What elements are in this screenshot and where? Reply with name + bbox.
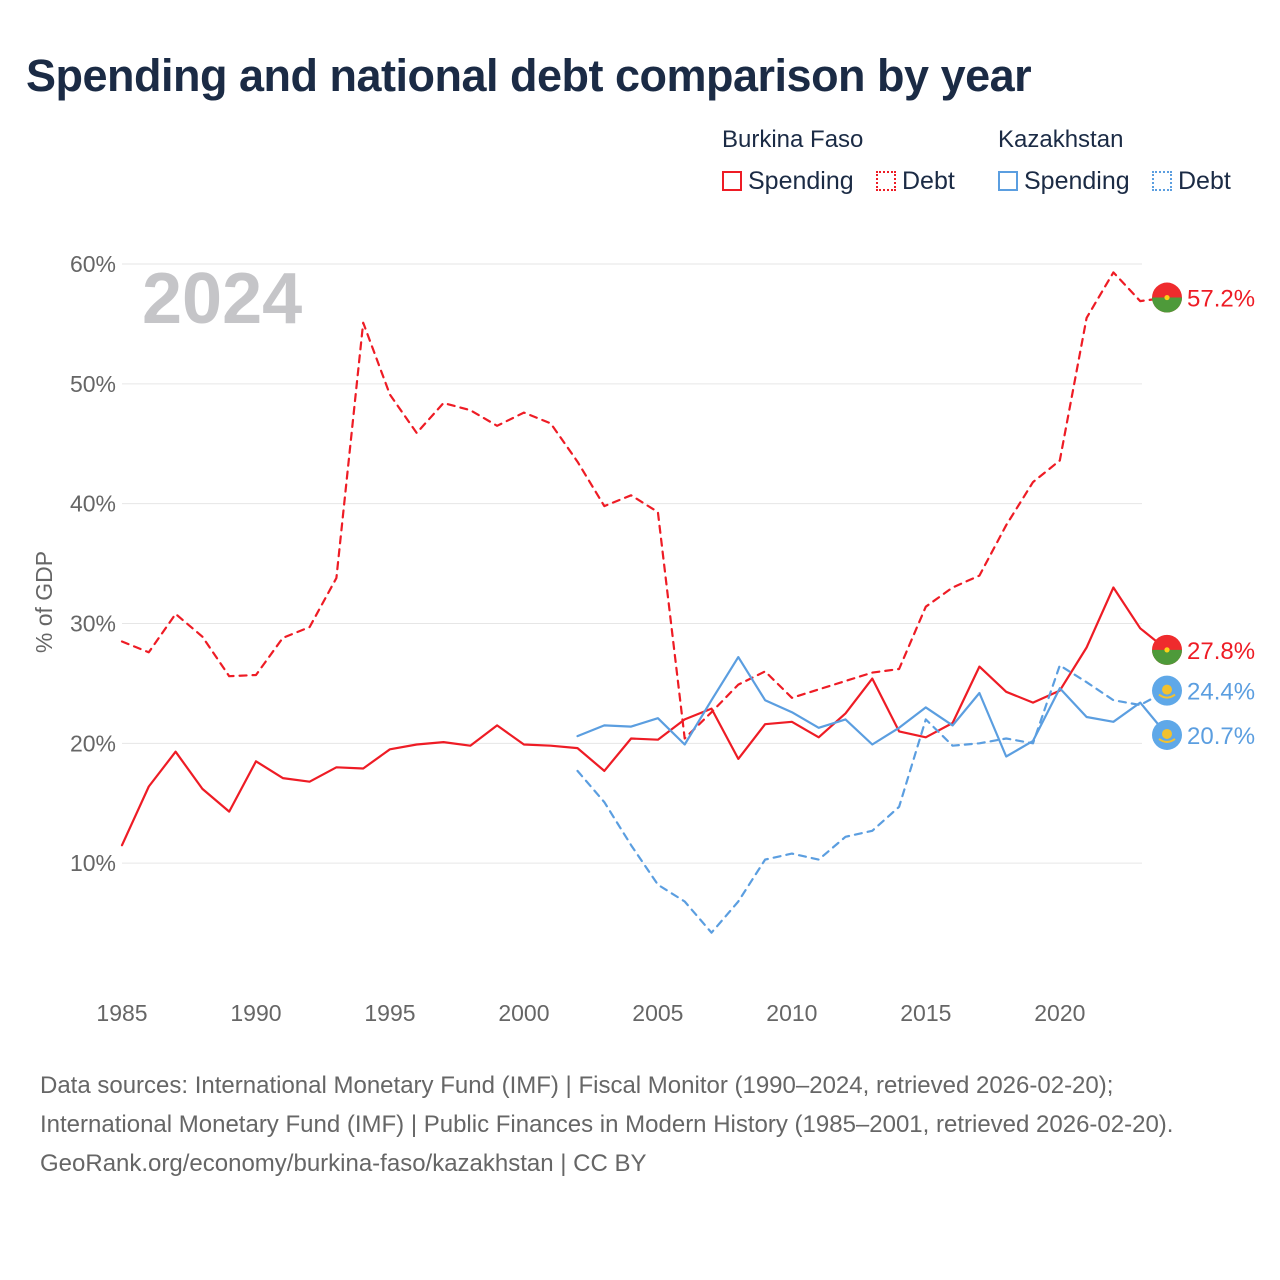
legend-group-burkina-faso: Burkina Faso: [722, 126, 864, 153]
series-line-burkina-faso-debt[interactable]: [120, 271, 1169, 740]
x-tick-label: 2000: [498, 1000, 549, 1026]
end-value-label: 20.7%: [1187, 723, 1255, 750]
source-link[interactable]: GeoRank.org/economy/burkina-faso/kazakhs…: [40, 1150, 647, 1177]
x-tick-label: 2015: [900, 1000, 951, 1026]
flag-icon: [1152, 282, 1182, 313]
x-tick-label: 1985: [96, 1000, 147, 1026]
flag-icon: [1152, 675, 1182, 706]
y-tick-label: 50%: [70, 371, 116, 397]
y-axis-label: % of GDP: [31, 551, 57, 653]
legend-group-kazakhstan: Kazakhstan: [998, 126, 1124, 153]
flag-icon: [1152, 719, 1182, 750]
end-value-label: 57.2%: [1187, 286, 1255, 313]
series-line-kazakhstan-debt[interactable]: [576, 664, 1169, 934]
legend-item-kazakhstan-debt[interactable]: Debt: [1152, 166, 1231, 196]
year-watermark: 2024: [142, 259, 302, 339]
data-source-note: Data sources: International Monetary Fun…: [40, 1066, 1240, 1183]
chart-title: Spending and national debt comparison by…: [26, 50, 1032, 101]
y-tick-label: 40%: [70, 491, 116, 517]
legend-label: Debt: [1178, 166, 1231, 195]
legend-label: Spending: [748, 166, 854, 195]
x-axis-ticks: 1985 1990 1995 2000 2005 2010 2015 2020: [96, 1000, 1085, 1026]
dotted-line-swatch-icon: [1152, 171, 1172, 191]
end-value-label: 27.8%: [1187, 638, 1255, 665]
x-tick-label: 2020: [1034, 1000, 1085, 1026]
dotted-line-swatch-icon: [876, 171, 896, 191]
y-tick-label: 10%: [70, 850, 116, 876]
y-tick-label: 20%: [70, 730, 116, 756]
y-axis-ticks: 10% 20% 30% 40% 50% 60%: [70, 251, 116, 876]
legend-item-burkina-spending[interactable]: Spending: [722, 166, 854, 196]
x-tick-label: 2010: [766, 1000, 817, 1026]
flag-icon: [1152, 634, 1182, 665]
legend-label: Debt: [902, 166, 955, 195]
legend-label: Spending: [1024, 166, 1130, 195]
series-lines: [120, 271, 1169, 934]
solid-line-swatch-icon: [998, 171, 1018, 191]
solid-line-swatch-icon: [722, 171, 742, 191]
legend-item-kazakhstan-spending[interactable]: Spending: [998, 166, 1130, 196]
y-tick-label: 30%: [70, 611, 116, 637]
source-text: Data sources: International Monetary Fun…: [40, 1072, 1174, 1138]
end-markers: 57.2% 27.8% 24.4% 20.7%: [1152, 282, 1255, 750]
end-value-label: 24.4%: [1187, 679, 1255, 706]
series-line-kazakhstan-spending[interactable]: [576, 655, 1169, 758]
x-tick-label: 1995: [364, 1000, 415, 1026]
gridlines: [122, 263, 1142, 864]
line-chart: 2024 % of GDP 10% 20% 30% 40% 50% 60% 1985 199…: [31, 251, 1255, 1026]
series-line-burkina-faso-spending[interactable]: [120, 586, 1169, 847]
x-tick-label: 1990: [230, 1000, 281, 1026]
x-tick-label: 2005: [632, 1000, 683, 1026]
y-tick-label: 60%: [70, 251, 116, 277]
legend-item-burkina-debt[interactable]: Debt: [876, 166, 955, 196]
